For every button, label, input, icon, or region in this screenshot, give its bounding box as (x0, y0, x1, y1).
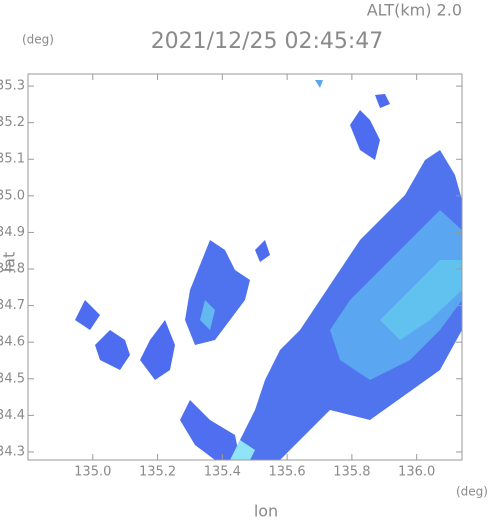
y-tick-label: 34.6 (0, 335, 25, 350)
x-axis-label: lon (254, 502, 278, 521)
x-tick-label: 136.0 (398, 465, 435, 480)
y-tick-label: 35.3 (0, 79, 25, 94)
x-unit: (deg) (456, 485, 488, 499)
y-tick-label: 34.8 (0, 262, 25, 277)
x-tick-label: 135.6 (268, 465, 305, 480)
y-tick-label: 34.7 (0, 298, 25, 313)
x-tick-label: 135.0 (74, 465, 111, 480)
x-tick-label: 135.8 (333, 465, 370, 480)
y-axis-label: lat (0, 252, 19, 273)
y-tick-label: 34.9 (0, 225, 25, 240)
altitude: ALT(km) 2.0 (367, 1, 462, 20)
x-tick-label: 135.4 (204, 465, 241, 480)
y-tick-label: 35.0 (0, 188, 25, 203)
y-tick-label: 35.2 (0, 115, 25, 130)
y-tick-label: 35.1 (0, 152, 25, 167)
x-tick-label: 135.2 (139, 465, 176, 480)
y-tick-label: 34.4 (0, 408, 25, 423)
radar-echoes (75, 80, 462, 460)
chart-title: 2021/12/25 02:45:47 (151, 29, 384, 54)
y-tick-label: 34.3 (0, 444, 25, 459)
plot-frame (27, 73, 463, 461)
y-tick-label: 34.5 (0, 371, 25, 386)
y-unit: (deg) (22, 33, 54, 47)
